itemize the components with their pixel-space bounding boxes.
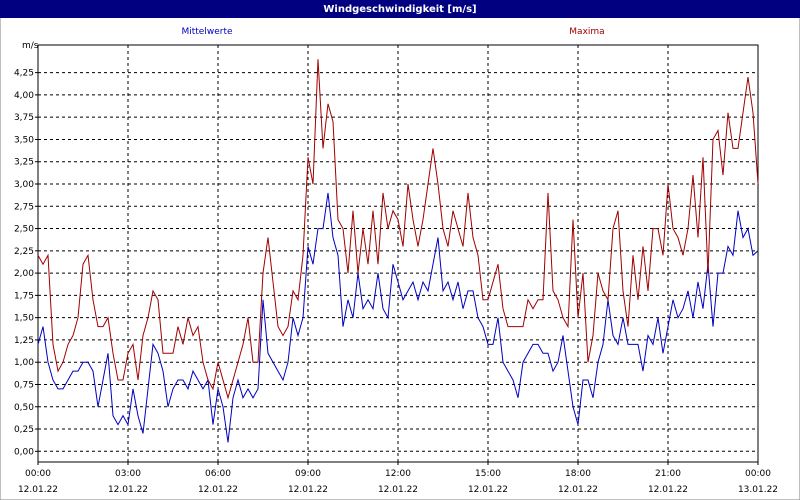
- chart-title: Windgeschwindigkeit [m/s]: [323, 4, 476, 15]
- y-tick-label: 1,75: [14, 291, 34, 301]
- x-tick-label: 21:00: [655, 469, 681, 479]
- y-tick-label: 2,75: [14, 202, 34, 212]
- y-tick-label: 1,25: [14, 336, 34, 346]
- y-tick-label: 0,75: [14, 380, 34, 390]
- y-tick-label: 3,50: [14, 135, 34, 145]
- y-tick-label: 2,00: [14, 269, 34, 279]
- x-tick-date: 12.01.22: [378, 485, 418, 495]
- y-tick-label: 3,00: [14, 180, 34, 190]
- y-tick-label: 3,75: [14, 113, 34, 123]
- y-tick-label: 0,00: [14, 447, 34, 457]
- y-tick-label: 0,25: [14, 425, 34, 435]
- y-tick-label: 4,00: [14, 91, 34, 101]
- series-line: [37, 59, 759, 400]
- x-tick-date: 12.01.22: [18, 485, 58, 495]
- y-tick-label: 2,25: [14, 247, 34, 257]
- x-tick-date: 12.01.22: [198, 485, 238, 495]
- y-axis-label: m/s: [22, 41, 39, 51]
- x-tick-label: 00:00: [745, 469, 771, 479]
- legend-entry: Mittelwerte: [181, 27, 232, 37]
- title-bar: [0, 0, 800, 18]
- y-tick-label: 2,50: [14, 225, 34, 235]
- x-tick-label: 09:00: [295, 469, 321, 479]
- x-tick-date: 12.01.22: [648, 485, 688, 495]
- legend-entry: Maxima: [569, 27, 604, 37]
- x-tick-date: 12.01.22: [108, 485, 148, 495]
- x-tick-date: 12.01.22: [468, 485, 508, 495]
- x-tick-label: 06:00: [205, 469, 231, 479]
- x-tick-label: 00:00: [25, 469, 51, 479]
- x-tick-label: 12:00: [385, 469, 411, 479]
- y-tick-label: 1,00: [14, 358, 34, 368]
- y-tick-label: 3,25: [14, 158, 34, 168]
- x-tick-label: 15:00: [475, 469, 501, 479]
- x-tick-label: 18:00: [565, 469, 591, 479]
- x-tick-label: 03:00: [115, 469, 141, 479]
- y-tick-label: 0,50: [14, 403, 34, 413]
- x-tick-date: 13.01.22: [738, 485, 778, 495]
- series-line: [37, 192, 759, 443]
- y-tick-label: 4,25: [14, 69, 34, 79]
- x-tick-date: 12.01.22: [288, 485, 328, 495]
- x-tick-date: 12.01.22: [558, 485, 598, 495]
- y-tick-label: 1,50: [14, 314, 34, 324]
